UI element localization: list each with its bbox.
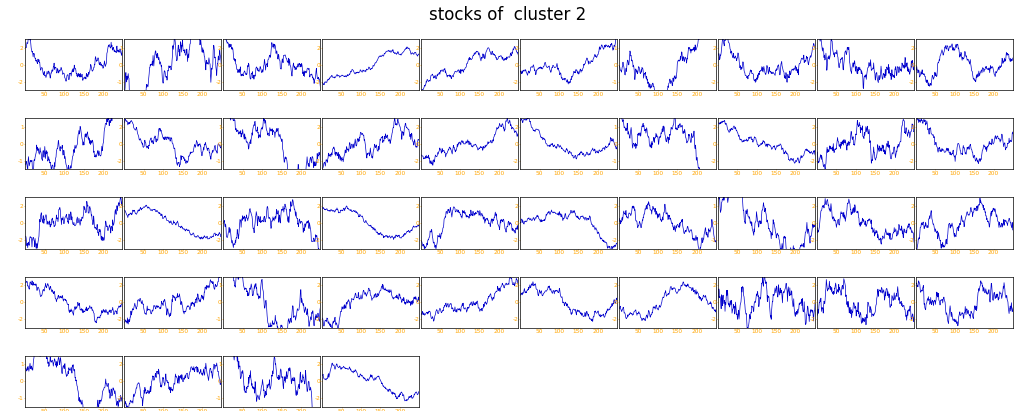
Text: stocks of  cluster 2: stocks of cluster 2: [429, 6, 586, 24]
